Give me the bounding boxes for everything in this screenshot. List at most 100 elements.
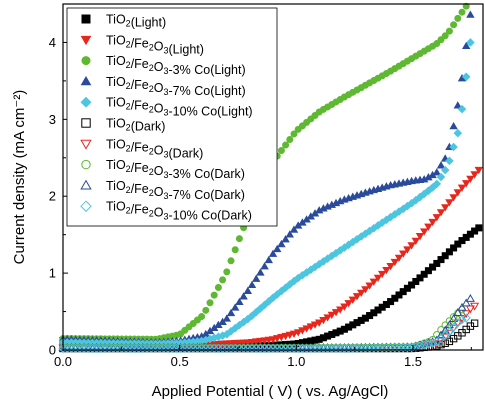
data-point xyxy=(407,242,416,250)
data-point xyxy=(474,166,483,175)
data-point xyxy=(184,343,194,354)
data-point xyxy=(201,343,211,354)
data-point xyxy=(252,274,261,282)
data-point xyxy=(402,343,412,353)
data-point xyxy=(281,343,291,354)
data-point xyxy=(209,343,219,354)
x-tick-label: 0.5 xyxy=(171,354,189,369)
data-point xyxy=(198,313,206,321)
data-point xyxy=(226,308,236,317)
data-point xyxy=(445,248,453,256)
legend-entry: TiO2/Fe2O3-7% Co(Dark) xyxy=(80,179,245,202)
legend-label: TiO2/Fe2O3-10% Co(Light) xyxy=(106,96,253,119)
data-point xyxy=(113,343,123,354)
data-point xyxy=(415,233,425,241)
legend-entry: TiO2(Dark) xyxy=(81,117,165,134)
data-point xyxy=(449,121,458,130)
data-point xyxy=(255,343,265,354)
data-point xyxy=(449,314,459,323)
data-point xyxy=(117,343,127,354)
x-tick-label: 1.0 xyxy=(287,354,305,369)
data-point xyxy=(399,250,408,258)
data-point xyxy=(58,343,68,354)
data-point xyxy=(331,343,341,354)
data-point xyxy=(243,343,253,354)
x-tick-label: 1.5 xyxy=(404,354,422,369)
data-point xyxy=(286,135,294,143)
data-point xyxy=(466,38,475,47)
data-point xyxy=(260,343,270,354)
data-point xyxy=(423,339,433,349)
data-point xyxy=(335,343,345,354)
y-tick-label: 3 xyxy=(49,112,56,127)
data-point xyxy=(251,343,261,354)
data-point xyxy=(243,286,252,294)
data-point xyxy=(412,277,420,285)
data-point xyxy=(327,311,336,320)
data-point xyxy=(138,343,148,354)
data-point xyxy=(436,330,446,339)
data-point xyxy=(315,319,324,327)
data-point xyxy=(369,343,379,353)
legend-entry: TiO2/Fe2O3-3% Co(Light) xyxy=(81,54,246,77)
data-point xyxy=(466,175,475,184)
data-point xyxy=(176,343,186,354)
data-point xyxy=(445,156,454,166)
data-point xyxy=(100,343,110,354)
legend-entry: TiO2/Fe2O3(Light) xyxy=(80,33,204,56)
data-point xyxy=(104,343,114,354)
data-point xyxy=(450,21,458,29)
data-point xyxy=(445,199,454,207)
data-point xyxy=(361,286,370,294)
legend-marker xyxy=(81,118,91,128)
data-point xyxy=(336,306,345,314)
data-point xyxy=(457,104,467,114)
data-point xyxy=(453,308,463,316)
data-point xyxy=(171,343,181,354)
data-point xyxy=(470,171,479,179)
data-point xyxy=(432,214,441,222)
data-point xyxy=(129,343,139,354)
legend-label: TiO2(Light) xyxy=(106,13,166,30)
data-point xyxy=(381,343,391,353)
data-point xyxy=(378,270,387,279)
data-point xyxy=(462,180,471,188)
data-point xyxy=(323,314,332,322)
data-point xyxy=(386,343,396,353)
data-point xyxy=(453,189,462,197)
legend-marker xyxy=(80,35,92,46)
data-point xyxy=(441,321,449,329)
data-point xyxy=(429,263,437,271)
data-point xyxy=(210,291,218,299)
data-point xyxy=(357,289,366,297)
data-point xyxy=(436,209,446,217)
data-point xyxy=(369,278,378,286)
legend-entry: TiO2/Fe2O3-10% Co(Light) xyxy=(80,96,253,119)
data-point xyxy=(239,292,248,300)
legend-marker xyxy=(81,159,91,170)
y-tick-label: 0 xyxy=(49,343,56,358)
data-point xyxy=(247,280,257,289)
data-point xyxy=(202,306,210,314)
data-point xyxy=(327,343,337,354)
y-axis-title: Current density (mA cm⁻²) xyxy=(11,90,28,265)
data-point xyxy=(213,343,223,354)
data-point xyxy=(339,343,349,353)
data-point xyxy=(348,296,357,304)
data-point xyxy=(420,270,428,278)
data-point xyxy=(394,254,404,263)
data-point xyxy=(268,249,278,257)
data-point xyxy=(470,302,480,311)
data-point xyxy=(436,172,446,182)
data-point xyxy=(365,343,375,353)
data-point xyxy=(373,343,383,353)
data-point xyxy=(449,324,459,333)
data-point xyxy=(445,317,454,325)
data-point xyxy=(260,262,269,270)
y-tick-label: 2 xyxy=(49,189,56,204)
data-point xyxy=(294,329,303,337)
data-point xyxy=(450,244,458,252)
legend-entry: TiO2/Fe2O3-3% Co(Dark) xyxy=(81,158,245,181)
data-point xyxy=(390,258,399,267)
legend-marker xyxy=(80,179,92,190)
